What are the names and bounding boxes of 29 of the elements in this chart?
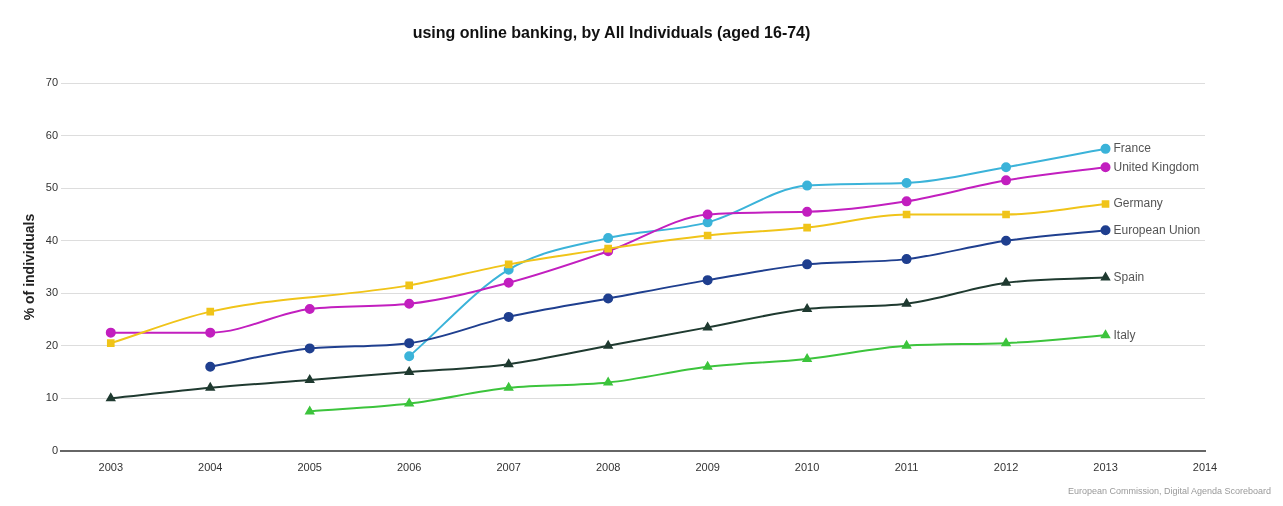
series-label: European Union [1113,222,1201,237]
series-label: Germany [1113,196,1163,211]
x-tick-label: 2012 [993,461,1019,474]
x-tick-label: 2014 [1192,461,1218,474]
x-tick-label: 2005 [297,461,322,474]
x-tick-label: 2009 [695,461,720,474]
series-label: Italy [1113,327,1136,342]
series-label: Spain [1113,269,1145,284]
x-tick-label: 2008 [595,461,621,474]
y-tick-label: 50 [45,181,59,194]
x-tick-label: 2007 [496,461,521,474]
x-tick-label: 2013 [1093,461,1118,474]
series-label: France [1113,141,1152,156]
text: European Commission, Digital Agenda Scoreboard [1067,486,1271,497]
x-tick-label: 2006 [396,461,422,474]
x-tick-label: 2010 [794,461,820,474]
series-label: United Kingdom [1113,159,1199,174]
y-tick-label: 70 [45,76,59,89]
y-tick-label: 0 [51,443,59,456]
y-tick-label: 10 [45,391,59,404]
y-tick-label: 20 [45,338,59,351]
x-tick-label: 2011 [894,461,919,474]
x-tick-label: 2003 [98,461,124,474]
y-tick-label: 30 [45,286,59,299]
y-tick-label: 40 [45,233,59,246]
x-tick-label: 2004 [198,461,223,474]
y-tick-label: 60 [45,128,59,141]
y-axis-title: % of individuals [21,213,38,321]
chart-title: using online banking, by All Individuals (aged 16-74) [412,24,811,42]
